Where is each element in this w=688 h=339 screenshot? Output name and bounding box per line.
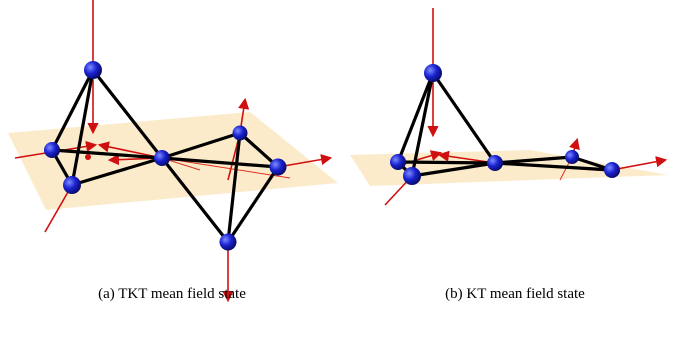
atom — [270, 159, 287, 176]
atom — [44, 142, 60, 158]
atom — [63, 176, 81, 194]
atom — [403, 167, 421, 185]
atom — [487, 155, 503, 171]
atom — [233, 126, 248, 141]
panel-b: (b) KT mean field state — [350, 8, 668, 302]
atom — [85, 154, 91, 160]
atom — [220, 234, 237, 251]
caption: (a) TKT mean field state — [98, 286, 246, 302]
atom — [565, 150, 579, 164]
caption: (b) KT mean field state — [445, 286, 585, 302]
atom — [84, 61, 102, 79]
atom — [154, 150, 170, 166]
page: (a) TKT mean field state — [0, 0, 688, 339]
figure: (a) TKT mean field state — [0, 0, 688, 339]
atom — [424, 64, 442, 82]
atom — [604, 162, 620, 178]
line — [398, 73, 433, 162]
line — [612, 160, 665, 170]
panel-a: (a) TKT mean field state — [8, 0, 338, 302]
line — [433, 73, 495, 163]
atom — [390, 154, 406, 170]
line — [398, 162, 495, 163]
